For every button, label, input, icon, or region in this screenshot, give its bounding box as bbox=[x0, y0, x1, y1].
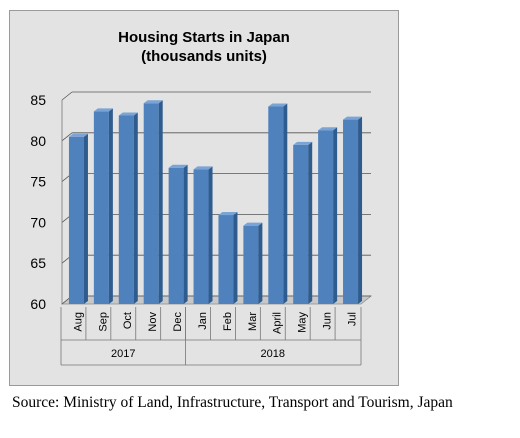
bar bbox=[193, 169, 209, 304]
bar-top bbox=[168, 164, 188, 168]
chart-subtitle: (thousands units) bbox=[141, 48, 267, 65]
bar-side bbox=[308, 141, 313, 304]
bar-top bbox=[318, 127, 338, 131]
gridline-depth bbox=[61, 91, 73, 101]
bar-top bbox=[218, 212, 238, 216]
bar-side bbox=[258, 222, 263, 304]
x-tick-label: Oct bbox=[122, 312, 134, 329]
bar bbox=[68, 136, 84, 304]
bar-side bbox=[358, 116, 363, 304]
x-tick-label: Aug bbox=[72, 312, 84, 332]
bar-side bbox=[158, 100, 163, 304]
bar bbox=[343, 119, 359, 304]
chart-title: Housing Starts in Japan bbox=[118, 29, 290, 46]
bar-side bbox=[133, 112, 138, 304]
y-tick-label: 80 bbox=[30, 133, 46, 149]
y-tick-label: 60 bbox=[30, 296, 46, 312]
x-tick-label: Feb bbox=[222, 312, 234, 331]
gridline-depth bbox=[61, 132, 73, 142]
x-tick-label: Sep bbox=[97, 312, 109, 332]
bar-side bbox=[208, 166, 213, 304]
bar-top bbox=[193, 166, 213, 170]
bar bbox=[118, 115, 134, 304]
source-note: Source: Ministry of Land, Infrastructure… bbox=[12, 394, 453, 411]
bar-top bbox=[293, 141, 313, 145]
x-tick-label: Jan bbox=[197, 312, 209, 330]
bar bbox=[218, 215, 234, 304]
bar-top bbox=[343, 116, 363, 120]
bar-side bbox=[333, 127, 338, 304]
x-tick-label: Jun bbox=[322, 312, 334, 330]
bar bbox=[168, 167, 184, 304]
group-label: 2018 bbox=[261, 348, 285, 360]
x-tick-label: Jul bbox=[346, 312, 358, 326]
y-tick-label: 75 bbox=[30, 174, 46, 190]
bar-side bbox=[83, 133, 88, 304]
bar-top bbox=[268, 103, 288, 107]
bar-top bbox=[93, 108, 113, 112]
bar-side bbox=[233, 212, 238, 304]
bar bbox=[143, 103, 159, 304]
x-tick-label: April bbox=[272, 312, 284, 334]
bar bbox=[293, 144, 309, 304]
x-tick-label: Nov bbox=[147, 312, 159, 332]
bar-side bbox=[183, 164, 188, 304]
bar bbox=[93, 111, 109, 304]
y-tick-label: 70 bbox=[30, 214, 46, 230]
y-tick-label: 85 bbox=[30, 92, 46, 108]
bar-side bbox=[108, 108, 113, 304]
bar bbox=[268, 106, 284, 304]
bar-top bbox=[243, 222, 263, 226]
bar-top bbox=[68, 133, 88, 137]
bar bbox=[318, 130, 334, 304]
x-tick-label: Dec bbox=[172, 312, 184, 332]
bar-top bbox=[143, 100, 163, 104]
x-tick-label: Mar bbox=[247, 312, 259, 331]
bar bbox=[243, 225, 259, 304]
group-label: 2017 bbox=[111, 348, 135, 360]
bar-top bbox=[118, 112, 138, 116]
bar-side bbox=[283, 103, 288, 304]
y-tick-label: 65 bbox=[30, 255, 46, 271]
x-tick-label: May bbox=[297, 312, 309, 333]
